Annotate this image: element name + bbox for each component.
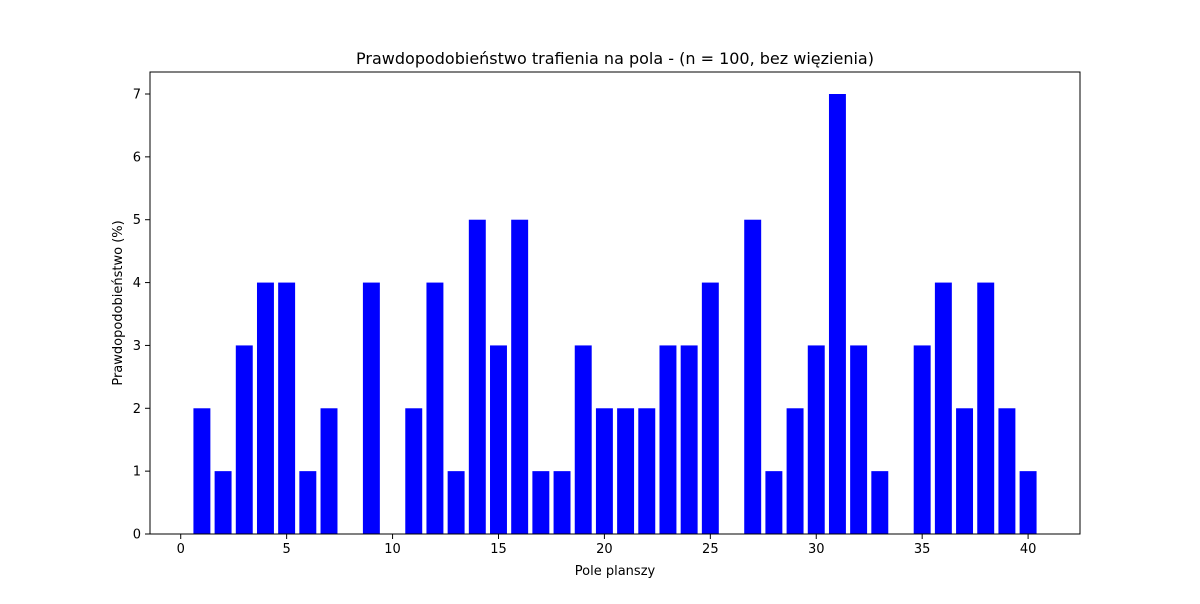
- y-tick-label: 7: [133, 88, 141, 103]
- x-tick-label: 15: [490, 542, 507, 557]
- bar-field-12: [426, 282, 444, 534]
- bar-field-16: [511, 219, 529, 534]
- bar-field-5: [278, 282, 296, 534]
- bar-field-6: [299, 471, 317, 534]
- bar-field-25: [701, 282, 719, 534]
- y-axis-label: Prawdopodobieństwo (%): [111, 220, 126, 385]
- bars-layer: [193, 94, 1037, 534]
- bar-field-37: [956, 408, 974, 534]
- bar-field-20: [595, 408, 613, 534]
- bar-field-19: [574, 345, 592, 534]
- bar-field-21: [617, 408, 635, 534]
- x-tick-label: 20: [596, 542, 613, 557]
- bar-field-30: [807, 345, 825, 534]
- bar-field-31: [828, 94, 846, 534]
- x-tick-label: 35: [914, 542, 931, 557]
- bar-field-15: [490, 345, 507, 534]
- y-tick-label: 1: [133, 465, 141, 480]
- bar-field-17: [532, 471, 550, 534]
- bar-field-14: [468, 219, 486, 534]
- x-tick-label: 30: [808, 542, 825, 557]
- bar-field-23: [659, 345, 677, 534]
- bar-field-13: [447, 471, 465, 534]
- y-tick-label: 5: [133, 213, 141, 228]
- bar-field-18: [553, 471, 571, 534]
- bar-field-1: [193, 408, 211, 534]
- bar-field-4: [256, 282, 274, 534]
- bar-field-39: [998, 408, 1016, 534]
- x-tick-label: 5: [282, 542, 290, 557]
- bar-field-36: [934, 282, 952, 534]
- y-tick-label: 4: [133, 276, 141, 291]
- bar-field-7: [320, 408, 338, 534]
- bar-field-35: [913, 345, 931, 534]
- bar-field-40: [1019, 471, 1037, 534]
- bar-field-24: [680, 345, 698, 534]
- y-axis: 0 1 2 3 4 5 6 7: [133, 88, 150, 543]
- y-tick-label: 3: [133, 339, 141, 354]
- x-tick-label: 25: [702, 542, 719, 557]
- bar-field-27: [744, 219, 762, 534]
- bar-field-29: [786, 408, 804, 534]
- y-tick-label: 6: [133, 150, 141, 165]
- y-tick-label: 2: [133, 402, 141, 417]
- bar-field-38: [977, 282, 995, 534]
- chart-title: Prawdopodobieństwo trafienia na pola - (…: [356, 49, 874, 68]
- bar-field-3: [235, 345, 253, 534]
- x-tick-label: 0: [177, 542, 185, 557]
- x-axis: 0 5 10 15 20 25 30 35 40: [177, 534, 1037, 557]
- y-tick-label: 0: [133, 528, 141, 543]
- x-axis-label: Pole planszy: [575, 564, 656, 579]
- x-tick-label: 40: [1020, 542, 1037, 557]
- bar-field-28: [765, 471, 783, 534]
- bar-field-22: [638, 408, 656, 534]
- plot-area-frame: [149, 71, 1081, 535]
- bar-field-33: [871, 471, 889, 534]
- bar-field-32: [850, 345, 868, 534]
- bar-field-11: [405, 408, 423, 534]
- x-tick-label: 10: [384, 542, 401, 557]
- bar-field-9: [362, 282, 380, 534]
- bar-field-2: [214, 471, 232, 534]
